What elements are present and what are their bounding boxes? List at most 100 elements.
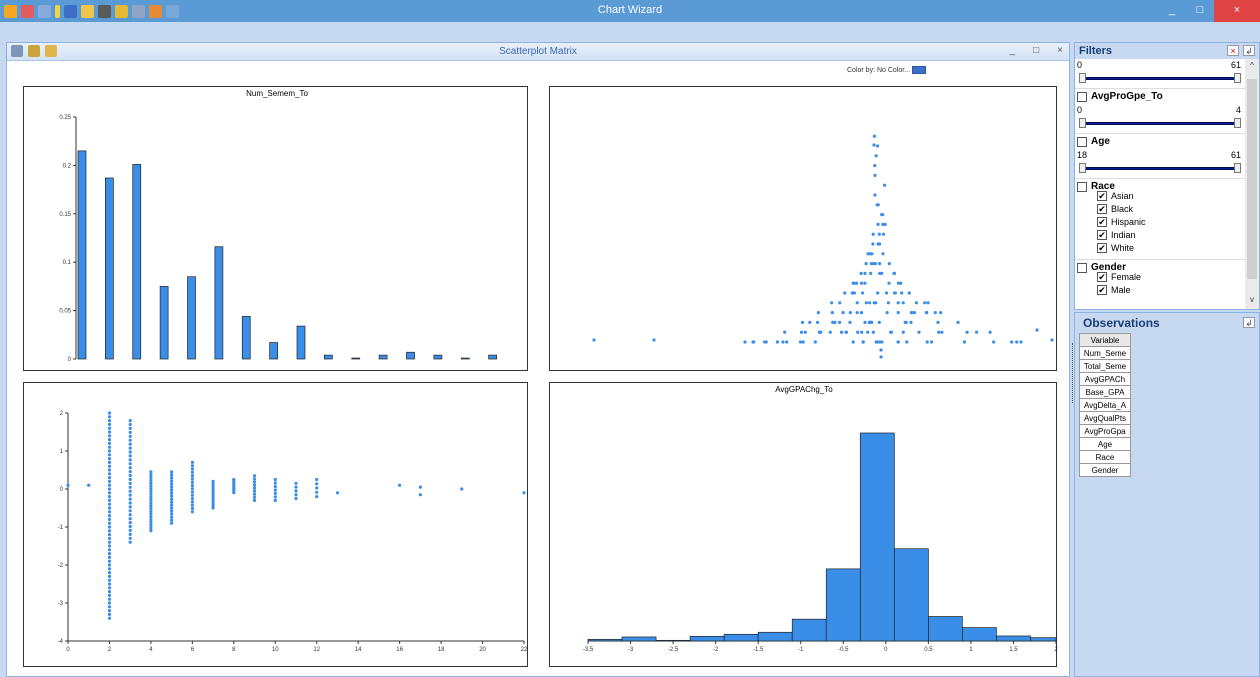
histogram-bar (433, 354, 443, 360)
table-row[interactable]: Race (1079, 450, 1131, 464)
filter-gender-checkbox[interactable] (1077, 263, 1087, 273)
observations-pin-button[interactable]: ↲ (1243, 317, 1255, 328)
scatter-point (925, 340, 929, 344)
filters-scrollbar[interactable]: ^ v (1245, 59, 1259, 309)
scatter-point (909, 320, 913, 324)
observations-cell[interactable]: Race (1079, 450, 1131, 464)
edit-icon[interactable] (45, 45, 57, 57)
observations-cell[interactable]: AvgQualPts (1079, 411, 1131, 425)
checkbox-checked-icon[interactable]: ✔ (1097, 217, 1107, 227)
close-button[interactable]: × (1214, 0, 1260, 22)
scatter-point (873, 173, 877, 177)
race-option-indian[interactable]: ✔ Indian (1075, 229, 1245, 242)
race-option-hispanic[interactable]: ✔ Hispanic (1075, 216, 1245, 229)
scatter-point (211, 484, 215, 488)
observations-cell[interactable]: AvgDelta_A (1079, 398, 1131, 412)
x-tick-label: 12 (313, 647, 320, 653)
race-option-black[interactable]: ✔ Black (1075, 203, 1245, 216)
checkbox-checked-icon[interactable]: ✔ (1097, 191, 1107, 201)
checkbox-checked-icon[interactable]: ✔ (1097, 243, 1107, 253)
scatter-point (107, 559, 112, 563)
panel-resize-grip[interactable] (1072, 343, 1075, 403)
matrix-icon[interactable] (81, 4, 94, 18)
scrollbar-thumb[interactable] (1247, 79, 1257, 279)
filters-pin-button[interactable]: ↲ (1243, 45, 1255, 56)
table-row[interactable]: Total_Seme (1079, 359, 1131, 373)
restore-button[interactable]: □ (1196, 4, 1204, 16)
table-row[interactable]: Base_GPA (1079, 385, 1131, 399)
print-icon[interactable] (132, 4, 145, 18)
color-by-dropdown-button[interactable] (912, 66, 927, 74)
observations-cell[interactable]: Gender (1079, 463, 1131, 477)
slider-min-handle[interactable] (1079, 73, 1086, 83)
chart-restore-button[interactable]: □ (1033, 45, 1040, 56)
scatter-point (107, 464, 112, 468)
observations-cell[interactable]: Num_Seme (1079, 346, 1131, 360)
scatter-icon[interactable] (38, 4, 51, 18)
avgprogpe-slider[interactable] (1077, 117, 1243, 129)
histogram-icon[interactable] (64, 4, 77, 18)
copy-icon[interactable] (28, 45, 40, 57)
gender-option-female[interactable]: ✔ Female (1075, 271, 1245, 284)
table-row[interactable]: AvgGPACh (1079, 372, 1131, 386)
print-icon[interactable] (11, 45, 23, 57)
grid-icon[interactable] (98, 4, 111, 18)
range-slider[interactable] (1077, 72, 1243, 84)
slider-max-handle[interactable] (1234, 163, 1241, 173)
chart-close-button[interactable]: × (1057, 45, 1063, 56)
scatter-point (879, 355, 883, 359)
scroll-down-icon[interactable]: v (1250, 295, 1254, 304)
scatter-point (831, 320, 835, 324)
filter-age-checkbox[interactable] (1077, 137, 1087, 147)
observations-cell[interactable]: Age (1079, 437, 1131, 451)
observations-cell[interactable]: Total_Seme (1079, 359, 1131, 373)
color-by-selector[interactable]: Color by: No Color... (847, 66, 927, 74)
info-icon[interactable] (55, 4, 60, 18)
scroll-up-icon[interactable]: ^ (1250, 61, 1254, 70)
share-icon[interactable] (166, 4, 179, 18)
export-icon[interactable] (149, 4, 162, 18)
scatter-point (149, 501, 153, 505)
slider-min-handle[interactable] (1079, 118, 1086, 128)
observations-header-cell[interactable]: Variable (1079, 333, 1131, 347)
table-row[interactable]: AvgDelta_A (1079, 398, 1131, 412)
scatter-point (965, 330, 969, 334)
slider-max-handle[interactable] (1234, 73, 1241, 83)
scatter-point (917, 330, 921, 334)
scatter-gpa-vs-semesters-plot (592, 134, 1054, 359)
scatter-point (170, 512, 174, 516)
scatter-point (892, 271, 897, 275)
checkbox-checked-icon[interactable]: ✔ (1097, 230, 1107, 240)
checkbox-checked-icon[interactable]: ✔ (1097, 272, 1107, 282)
table-row[interactable]: Age (1079, 437, 1131, 451)
age-slider[interactable] (1077, 162, 1243, 174)
filter-avgprogpe-checkbox[interactable] (1077, 92, 1087, 102)
scatter-point (211, 499, 215, 503)
slider-max-handle[interactable] (1234, 118, 1241, 128)
scatter-point (128, 450, 132, 454)
settings-icon[interactable] (115, 4, 128, 18)
table-row[interactable]: Gender (1079, 463, 1131, 477)
checkbox-checked-icon[interactable]: ✔ (1097, 204, 1107, 214)
slider-min-handle[interactable] (1079, 163, 1086, 173)
observations-cell[interactable]: AvgGPACh (1079, 372, 1131, 386)
chart-minimize-button[interactable]: _ (1009, 45, 1016, 56)
table-row[interactable]: AvgProGpa (1079, 424, 1131, 438)
race-option-white[interactable]: ✔ White (1075, 242, 1245, 255)
scatter-point (907, 291, 911, 295)
gender-option-male[interactable]: ✔ Male (1075, 284, 1245, 297)
scatter-point (107, 586, 112, 590)
observations-cell[interactable]: AvgProGpa (1079, 424, 1131, 438)
table-row[interactable]: Num_Seme (1079, 346, 1131, 360)
minimize-button[interactable]: _ (1168, 4, 1176, 16)
table-row[interactable]: AvgQualPts (1079, 411, 1131, 425)
filters-clear-button[interactable]: × (1227, 45, 1239, 56)
filter-race-checkbox[interactable] (1077, 182, 1087, 192)
observations-cell[interactable]: Base_GPA (1079, 385, 1131, 399)
race-option-asian[interactable]: ✔ Asian (1075, 190, 1245, 203)
scatter-semesters-vs-gpa: -4 -3 -2 -1 0 1 2 0 2 4 6 8 10 12 14 16 18 20 22 (23, 382, 528, 667)
filter-race: Race (1075, 178, 1245, 192)
chart-icon[interactable] (21, 4, 34, 18)
checkbox-checked-icon[interactable]: ✔ (1097, 285, 1107, 295)
age-min-label: 18 (1077, 150, 1088, 160)
